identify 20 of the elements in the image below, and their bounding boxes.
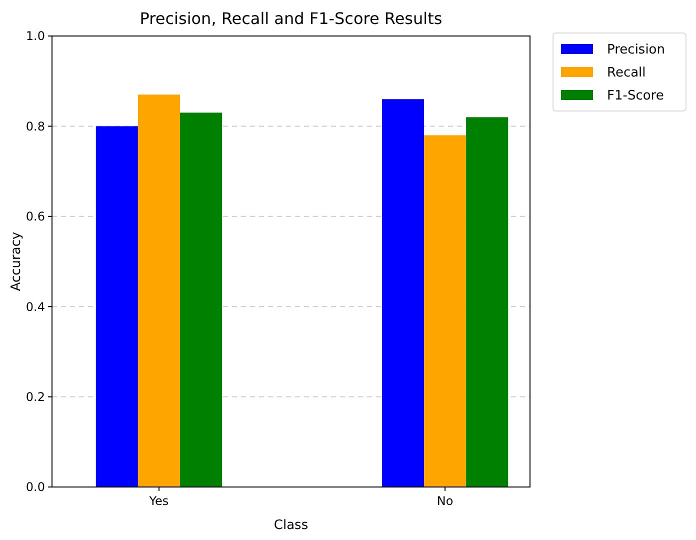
y-tick-label: 0.6 [26,210,45,224]
legend-label: Recall [607,66,646,81]
legend-label: F1-Score [607,88,664,104]
bar [138,94,180,487]
y-tick-label: 0.4 [26,300,45,314]
y-tick-label: 0.8 [26,119,45,134]
bar [466,117,508,487]
bar [424,135,466,487]
legend-label: Precision [607,42,666,58]
x-tick-label: No [436,494,454,508]
x-tick-label: Yes [148,494,169,508]
y-axis-title: Accuracy [9,232,24,292]
bar [180,112,222,487]
x-axis-title: Class [274,518,308,533]
y-tick-label: 1.0 [26,29,45,44]
y-tick-label: 0.2 [26,390,45,404]
bar [382,99,424,487]
chart-title: Precision, Recall and F1-Score Results [140,9,442,28]
y-tick-label: 0.0 [26,480,45,494]
bar [96,126,138,487]
